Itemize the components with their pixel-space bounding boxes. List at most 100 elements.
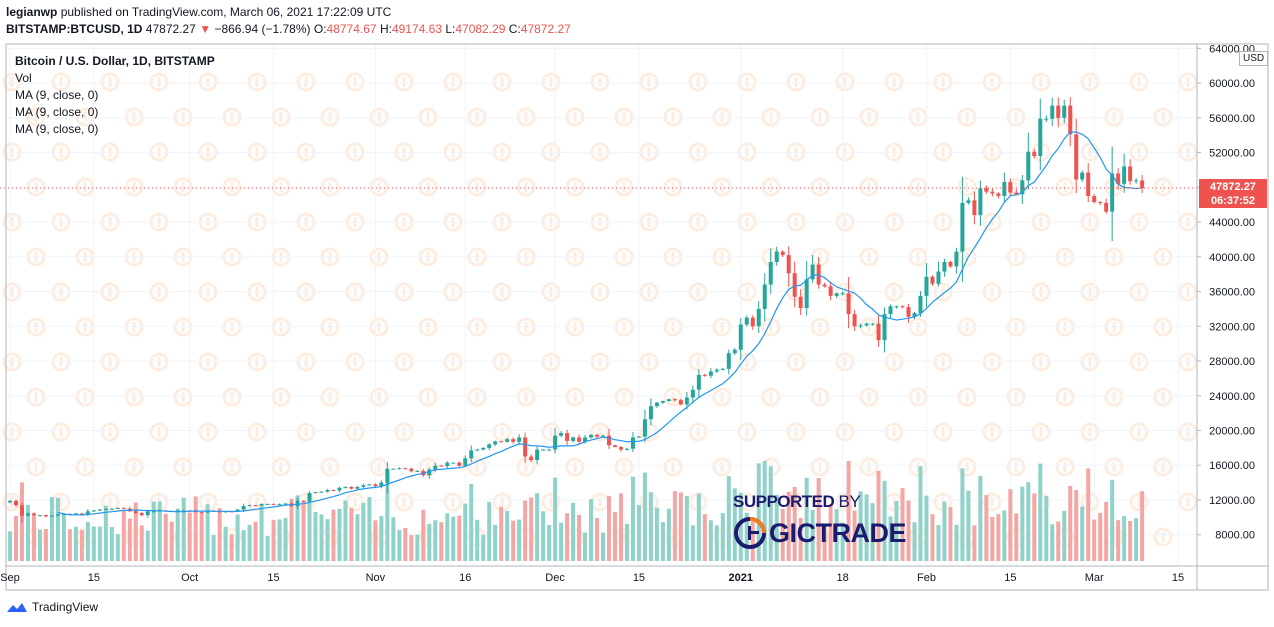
candle-body [984, 188, 989, 192]
candle-body [702, 374, 707, 376]
watermark-logo-icon [541, 422, 561, 442]
legend-item-ma[interactable]: MA (9, close, 0) [15, 105, 99, 119]
candle-body [1134, 180, 1139, 182]
volume-bar [115, 534, 120, 561]
watermark-logo-icon [198, 142, 218, 162]
price-axis[interactable]: 64000.0060000.0056000.0052000.0048000.00… [1197, 43, 1255, 542]
candle-body [469, 450, 474, 459]
gictrade-logo-icon [734, 517, 766, 549]
candle-body [678, 400, 683, 405]
watermark-logo-icon [737, 422, 757, 442]
candle-body [792, 273, 797, 297]
watermark-logo-icon [394, 422, 414, 442]
candle-body [1068, 105, 1073, 135]
volume-bar [1128, 521, 1133, 561]
watermark-logo-icon [492, 142, 512, 162]
volume-bar [85, 521, 90, 561]
price-tick-label: 16000.00 [1209, 460, 1255, 472]
candle-body [1014, 192, 1019, 195]
candle-body [948, 262, 953, 267]
watermark-logo-icon [394, 72, 414, 92]
volume-bar [121, 510, 126, 561]
high-label: H: [379, 22, 392, 36]
candle-body [618, 447, 623, 450]
volume-bar [822, 524, 827, 561]
candle-body [1110, 173, 1115, 212]
watermark-logo-icon [908, 107, 928, 127]
watermark-logo-icon [786, 142, 806, 162]
candle-body [636, 436, 641, 438]
watermark-logo-icon [1129, 422, 1149, 442]
footer-brand[interactable]: TradingView [32, 600, 99, 614]
volume-bar [1038, 463, 1043, 561]
candle-body [319, 491, 324, 493]
watermark-logo-icon [1178, 422, 1198, 442]
volume-bar [499, 506, 504, 561]
watermark-logo-icon [590, 72, 610, 92]
footer[interactable]: TradingView [6, 600, 98, 614]
watermark-logo-icon [614, 527, 634, 547]
watermark-logo-icon [516, 387, 536, 407]
volume-bar [493, 524, 498, 561]
watermark-logo-icon [1178, 142, 1198, 162]
watermark-logo-icon [2, 422, 22, 442]
candle-body [205, 511, 210, 513]
watermark-logo-icon [100, 492, 120, 512]
time-tick-label: Sep [0, 572, 20, 584]
candle-body [109, 508, 114, 510]
time-axis[interactable]: Sep 15 Oct 15 Nov 16 Dec 15 2021 18 Feb 15 Mar 15 [0, 572, 1184, 584]
legend-item-ma[interactable]: MA (9, close, 0) [15, 122, 99, 136]
watermark-logo-icon [271, 107, 291, 127]
volume-bar [91, 526, 96, 561]
volume-bar [325, 519, 330, 561]
legend-item-ma[interactable]: MA (9, close, 0) [15, 88, 99, 102]
candle-body [834, 293, 839, 296]
volume-bar [996, 514, 1001, 561]
watermark-logo-icon [198, 422, 218, 442]
volume-bar [912, 522, 917, 561]
watermark-logo-icon [345, 492, 365, 512]
watermark-logo-icon [810, 317, 830, 337]
candle-body [822, 284, 827, 287]
candle-body [49, 515, 54, 517]
time-tick-label: Feb [917, 572, 936, 584]
volume-bar [583, 532, 588, 561]
watermark-logo-icon [859, 457, 879, 477]
watermark-logo-icon [737, 352, 757, 372]
currency-label[interactable]: USD [1239, 51, 1269, 66]
volume-bar [283, 517, 288, 561]
volume-bar [1068, 485, 1073, 561]
watermark-logo-icon [590, 352, 610, 372]
volume-bars [8, 461, 1145, 561]
watermark-logo-icon [271, 457, 291, 477]
volume-bar [271, 519, 276, 561]
publisher-name[interactable]: legianwp [6, 5, 58, 19]
candle-body [972, 200, 977, 216]
candle-body [31, 513, 36, 516]
candle-body [918, 295, 923, 314]
candle-body [942, 262, 947, 272]
volume-bar [145, 530, 150, 561]
volume-bar [756, 463, 761, 561]
last-price-tag: 47872.27 06:37:52 [1199, 179, 1267, 208]
volume-bar [948, 507, 953, 561]
legend-item-volume[interactable]: Vol [15, 71, 32, 85]
candle-body [139, 513, 144, 516]
watermark-logo-icon [541, 352, 561, 372]
candle-body [247, 505, 252, 507]
volume-bar [247, 524, 252, 561]
volume-bar [211, 535, 216, 561]
watermark-logo-icon [51, 142, 71, 162]
volume-bar [529, 497, 534, 561]
watermark-logo-icon [1178, 72, 1198, 92]
volume-bar [607, 496, 611, 561]
volume-bar [1044, 496, 1049, 561]
volume-bar [217, 508, 222, 561]
watermark-logo-icon [443, 352, 463, 372]
watermark-logo-icon [1006, 317, 1026, 337]
watermark-logo-icon [982, 492, 1002, 512]
volume-bar [972, 525, 977, 561]
volume-bar [331, 509, 336, 561]
candle-body [888, 306, 893, 315]
